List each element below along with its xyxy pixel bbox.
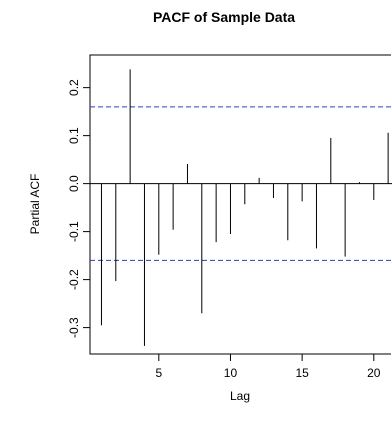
plot-frame xyxy=(89,54,391,355)
y-tick-label: -0.1 xyxy=(67,221,81,242)
x-axis-label: Lag xyxy=(230,389,250,403)
y-tick-label: -0.3 xyxy=(67,317,81,338)
x-tick-label: 20 xyxy=(367,366,381,380)
x-tick-label: 10 xyxy=(224,366,238,380)
x-tick-label: 5 xyxy=(155,366,162,380)
x-tick-label: 15 xyxy=(295,366,309,380)
chart-title: PACF of Sample Data xyxy=(153,9,295,25)
plot-area: 5 10 15 20 -0.3 -0.2 -0.1 0.0 0.1 0.2 xyxy=(67,54,392,380)
y-tick-label: 0.1 xyxy=(67,127,81,144)
y-tick-label: -0.2 xyxy=(67,269,81,290)
y-tick-label: 0.0 xyxy=(67,175,81,192)
y-axis-label: Partial ACF xyxy=(28,174,42,235)
y-tick-label: 0.2 xyxy=(67,79,81,96)
